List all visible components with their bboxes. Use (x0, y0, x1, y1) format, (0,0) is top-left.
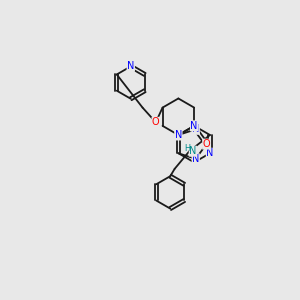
Text: N: N (190, 121, 198, 131)
Text: O: O (152, 117, 160, 127)
Text: N: N (192, 124, 200, 134)
Text: N: N (206, 148, 214, 158)
Text: H: H (184, 144, 190, 153)
Text: N: N (189, 146, 197, 156)
Text: N: N (175, 130, 182, 140)
Text: N: N (192, 154, 200, 164)
Text: N: N (127, 61, 134, 71)
Text: O: O (202, 139, 210, 149)
